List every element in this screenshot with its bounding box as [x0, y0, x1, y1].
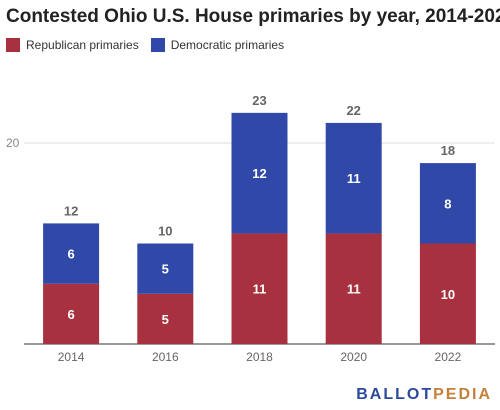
- total-label-2018: 23: [252, 93, 266, 108]
- data-label-republican-2016: 5: [162, 312, 169, 327]
- total-label-2020: 22: [346, 103, 360, 118]
- x-tick-label-2020: 2020: [340, 350, 367, 364]
- x-tick-label-2022: 2022: [435, 350, 462, 364]
- ballotpedia-logo[interactable]: BALLOTPEDIA: [356, 386, 492, 404]
- x-tick-label-2014: 2014: [58, 350, 85, 364]
- legend-label-democratic: Democratic primaries: [170, 38, 285, 52]
- legend-label-republican: Republican primaries: [26, 38, 139, 52]
- bar-democratic-2014: [43, 223, 100, 284]
- x-tick-label-2016: 2016: [152, 350, 179, 364]
- legend: Republican primaries Democratic primarie…: [6, 38, 296, 52]
- data-label-democratic-2014: 6: [67, 247, 74, 262]
- bar-republican-2018: [231, 233, 288, 344]
- bar-republican-2022: [419, 243, 476, 344]
- total-label-2022: 18: [441, 143, 455, 158]
- data-label-democratic-2018: 12: [252, 166, 266, 181]
- data-label-democratic-2020: 11: [347, 171, 361, 186]
- data-label-republican-2014: 6: [67, 307, 74, 322]
- x-tick-label-2018: 2018: [246, 350, 273, 364]
- total-label-2014: 12: [64, 203, 78, 218]
- legend-swatch-democratic: [150, 38, 165, 52]
- bar-democratic-2018: [231, 112, 288, 234]
- bar-republican-2014: [43, 283, 100, 344]
- chart-title: Contested Ohio U.S. House primaries by y…: [6, 6, 500, 27]
- data-label-republican-2018: 11: [253, 282, 267, 297]
- legend-item-democratic[interactable]: Democratic primaries: [150, 38, 285, 52]
- legend-swatch-republican: [6, 38, 20, 52]
- legend-item-republican[interactable]: Republican primaries: [6, 38, 139, 52]
- bar-democratic-2020: [325, 122, 382, 234]
- y-tick-label-20: 20: [6, 136, 20, 150]
- logo-part-pedia: PEDIA: [433, 386, 492, 403]
- bar-democratic-2016: [137, 243, 194, 294]
- data-label-democratic-2022: 8: [444, 196, 451, 211]
- total-label-2016: 10: [158, 224, 172, 239]
- bar-republican-2020: [325, 233, 382, 344]
- bar-democratic-2022: [419, 163, 476, 244]
- data-label-republican-2022: 10: [441, 287, 455, 302]
- logo-part-ballot: BALLOT: [356, 386, 434, 403]
- bar-republican-2016: [137, 293, 194, 344]
- data-label-democratic-2016: 5: [162, 262, 169, 277]
- data-label-republican-2020: 11: [347, 282, 361, 297]
